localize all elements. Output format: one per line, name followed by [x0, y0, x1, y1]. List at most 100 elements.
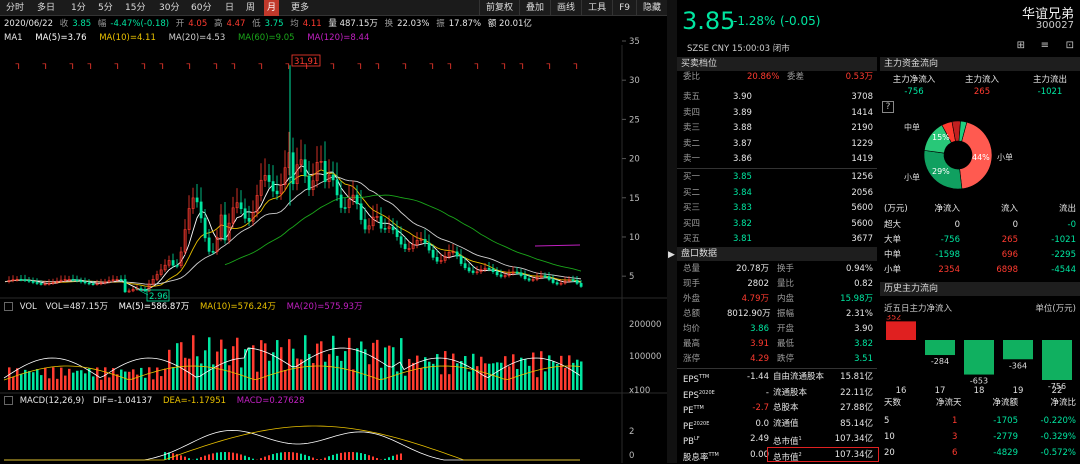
signal-mark: ᒣ [402, 62, 407, 71]
candle [144, 289, 146, 291]
vol-ma5: MA(5)=586.87万 [119, 302, 190, 312]
vol-bar [240, 367, 243, 390]
candle [556, 283, 558, 284]
vol-bar [140, 368, 143, 390]
candle [360, 204, 362, 220]
vol-bar [100, 380, 103, 390]
candle [200, 202, 202, 218]
vol-bar [340, 361, 343, 390]
level-label: 买二 [683, 187, 700, 200]
vol-bar [152, 379, 155, 390]
flow-header: 主力流出 [1020, 73, 1080, 85]
ma20-line [5, 177, 581, 284]
candle [460, 256, 462, 263]
candle [324, 161, 326, 181]
fund-value: 22.11亿 [840, 387, 873, 400]
candle [520, 273, 522, 276]
candle [196, 198, 198, 202]
vol-bar [96, 367, 99, 390]
diff-value: 0.53万 [846, 71, 873, 84]
signal-mark: ᒣ [573, 62, 578, 71]
vol-bar [444, 351, 447, 390]
panel-divider[interactable] [667, 0, 677, 463]
macd-settings-icon[interactable] [4, 396, 13, 405]
hist-bar-label: 352 [886, 315, 901, 321]
flow-out: -4544 [1051, 264, 1076, 277]
candle [528, 279, 530, 281]
vol-bar [412, 363, 415, 390]
fund-label: 总股本 [773, 402, 799, 415]
market-closed: 闭市 [773, 44, 790, 54]
list-icon[interactable]: ≡ [1041, 40, 1049, 51]
vol-settings-icon[interactable] [4, 302, 13, 311]
candle [392, 227, 394, 230]
vol-bar [56, 379, 59, 390]
vol-bar [440, 374, 443, 390]
signal-mark: ᒣ [213, 62, 218, 71]
vol-bar [196, 356, 199, 390]
signal-mark: ᒣ [141, 62, 146, 71]
fund-label: PETTM [683, 402, 704, 418]
grid-icon[interactable]: ⊡ [1066, 40, 1074, 51]
flow-row-label: 超大 [884, 219, 901, 232]
candle [548, 277, 550, 280]
candle [72, 279, 74, 280]
candle [456, 252, 458, 256]
signal-mark: ᒣ [330, 62, 335, 71]
candle [92, 284, 94, 285]
vol-bar [348, 338, 351, 390]
vol-bar [332, 336, 335, 390]
fund-value: 15.81亿 [840, 371, 873, 384]
pie-pct: 44% [972, 153, 990, 162]
level-label: 买四 [683, 218, 700, 231]
vol-bar [104, 367, 107, 390]
vol-bar [124, 372, 127, 390]
hist-category: 22 [1052, 386, 1063, 395]
vol-bar [272, 352, 275, 390]
candle [432, 250, 434, 257]
level-volume: 1229 [851, 138, 873, 151]
candle [472, 271, 474, 273]
vol-tick: 200000 [629, 320, 661, 330]
vol-bar [32, 372, 35, 390]
add-watchlist-icon[interactable]: ⊞ [1017, 40, 1025, 51]
vol-bar [20, 374, 23, 390]
candle [492, 269, 494, 272]
candle [572, 280, 574, 281]
flow-in: 0 [1013, 219, 1018, 232]
vol-bar [364, 349, 367, 390]
vol-bar [544, 371, 547, 390]
level-price: 3.82 [733, 218, 752, 231]
vol-bar [60, 368, 63, 390]
level-price: 3.81 [733, 233, 752, 246]
vol-bar [524, 359, 527, 390]
level-volume: 1419 [851, 153, 873, 166]
macd-value: MACD=0.27628 [237, 396, 305, 406]
vol-bar [384, 347, 387, 390]
candle [224, 215, 226, 240]
vol-bar [184, 358, 187, 390]
vol-bar [40, 375, 43, 390]
vol-bar [540, 351, 543, 390]
fund-sup: TTM [694, 405, 704, 411]
hist-bar-label: -284 [931, 357, 949, 366]
candle [176, 265, 178, 266]
vol-bar [160, 376, 163, 390]
collapse-arrow-icon[interactable]: ▶ [668, 250, 675, 260]
